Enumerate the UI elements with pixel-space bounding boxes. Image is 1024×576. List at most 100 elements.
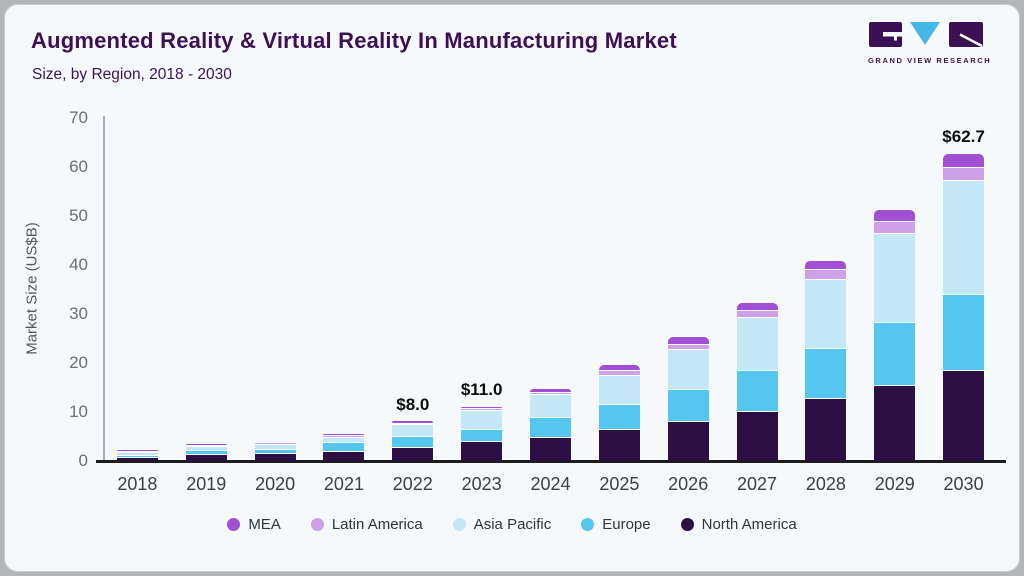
bar-segment-asia-pacific: [461, 410, 503, 430]
bar-segment-europe: [323, 442, 365, 451]
bar-segment-europe: [116, 454, 158, 457]
bar-segment-asia-pacific: [598, 374, 640, 405]
bar-segment-latin-america: [805, 268, 847, 279]
y-axis-title: Market Size (US$B): [23, 222, 41, 355]
bar-segment-asia-pacific: [943, 180, 985, 294]
x-tick-label: 2024: [530, 474, 571, 494]
bar-segment-mea: [323, 434, 365, 435]
x-tick-label: 2026: [668, 474, 709, 494]
bar-segment-latin-america: [461, 408, 503, 411]
bar-segment-mea: [598, 365, 640, 371]
x-tick-label: 2023: [461, 474, 502, 494]
bar-segment-mea: [254, 441, 296, 443]
gvr-logo: GRAND VIEW RESEARCH: [868, 22, 992, 65]
bar-segment-asia-pacific: [530, 394, 571, 418]
bar-segment-europe: [185, 449, 227, 454]
bar-segment-asia-pacific: [667, 349, 709, 390]
bar-segment-europe: [598, 404, 640, 430]
bar-2020: [254, 441, 296, 461]
y-tick-label: 20: [69, 353, 88, 372]
bar-segment-europe: [943, 293, 985, 371]
bar-segment-asia-pacific: [874, 232, 916, 323]
bar-segment-mea: [805, 261, 847, 269]
bar-segment-latin-america: [874, 221, 916, 233]
legend: MEA Latin America Asia Pacific Europe North …: [4, 516, 1020, 533]
bar-segment-latin-america: [530, 391, 571, 395]
x-tick-label: 2028: [805, 474, 846, 494]
legend-swatch-europe: [581, 518, 595, 531]
bar-segment-asia-pacific: [185, 446, 227, 450]
bar-2022: [392, 421, 434, 461]
value-label-2022: $8.0: [396, 394, 430, 414]
bar-segment-latin-america: [943, 166, 985, 181]
bar-segment-mea: [530, 389, 571, 392]
bar-2025: [598, 365, 640, 461]
bar-2024: [530, 389, 571, 461]
legend-item-mea: MEA: [227, 516, 281, 533]
bar-segment-north-america: [805, 398, 847, 461]
legend-label: Latin America: [331, 516, 423, 533]
bar-segment-latin-america: [323, 434, 365, 437]
legend-item-north-america: North America: [680, 516, 797, 533]
bar-segment-mea: [943, 153, 985, 167]
y-tick-label: 10: [69, 402, 88, 421]
x-tick-label: 2021: [323, 474, 364, 494]
bar-segment-north-america: [116, 456, 158, 461]
y-tick-label: 40: [69, 255, 88, 274]
bar-segment-north-america: [254, 453, 296, 461]
bar-segment-asia-pacific: [805, 278, 847, 349]
bar-2023: [461, 406, 503, 461]
legend-label: North America: [701, 516, 797, 533]
bar-2026: [667, 337, 709, 461]
bar-segment-europe: [392, 435, 434, 448]
report-card: Augmented Reality & Virtual Reality In M…: [4, 4, 1020, 572]
bar-segment-latin-america: [392, 422, 434, 425]
legend-label: Asia Pacific: [473, 516, 552, 533]
legend-swatch-mea: [227, 518, 241, 531]
y-tick-label: 30: [69, 304, 88, 323]
bar-segment-europe: [530, 417, 571, 437]
bar-segment-mea: [736, 302, 778, 311]
gvr-logo-icon: [869, 22, 983, 48]
bar-segment-asia-pacific: [323, 436, 365, 443]
legend-item-europe: Europe: [581, 516, 651, 533]
bar-segment-mea: [116, 450, 158, 451]
bar-segment-mea: [667, 337, 709, 345]
bar-segment-north-america: [392, 447, 434, 461]
bar-2028: [805, 261, 847, 461]
bar-2021: [323, 434, 365, 461]
bar-segment-europe: [736, 370, 778, 411]
bar-segment-europe: [461, 429, 503, 442]
chart-title: Augmented Reality & Virtual Reality In M…: [31, 28, 677, 53]
bar-segment-latin-america: [254, 442, 296, 444]
y-axis-line: [103, 116, 105, 461]
y-tick-label: 0: [78, 451, 88, 470]
bar-segment-latin-america: [736, 310, 778, 318]
legend-label: MEA: [248, 516, 281, 533]
y-tick-label: 70: [69, 108, 88, 127]
bar-2027: [736, 302, 778, 461]
x-tick-label: 2025: [599, 474, 640, 494]
bar-segment-europe: [667, 389, 709, 421]
bar-segment-latin-america: [185, 444, 227, 447]
x-tick-label: 2019: [186, 474, 227, 494]
x-tick-label: 2029: [874, 474, 915, 494]
bar-segment-north-america: [323, 450, 365, 461]
logo-caption: GRAND VIEW RESEARCH: [868, 56, 992, 65]
x-tick-label: 2020: [255, 474, 296, 494]
x-tick-label: 2018: [117, 474, 158, 494]
bar-segment-north-america: [736, 410, 778, 461]
bar-segment-europe: [254, 448, 296, 454]
bar-segment-north-america: [598, 429, 640, 461]
value-label-2030: $62.7: [942, 126, 985, 146]
bar-2018: [116, 450, 158, 461]
legend-swatch-latin-america: [310, 518, 324, 531]
bar-2030: [943, 153, 985, 461]
legend-swatch-north-america: [680, 518, 694, 531]
bar-segment-europe: [874, 322, 916, 386]
x-axis-line: [96, 460, 1006, 463]
bar-segment-north-america: [943, 370, 985, 461]
bar-segment-mea: [874, 209, 916, 222]
y-tick-label: 50: [69, 206, 88, 225]
bar-segment-mea: [392, 421, 434, 423]
